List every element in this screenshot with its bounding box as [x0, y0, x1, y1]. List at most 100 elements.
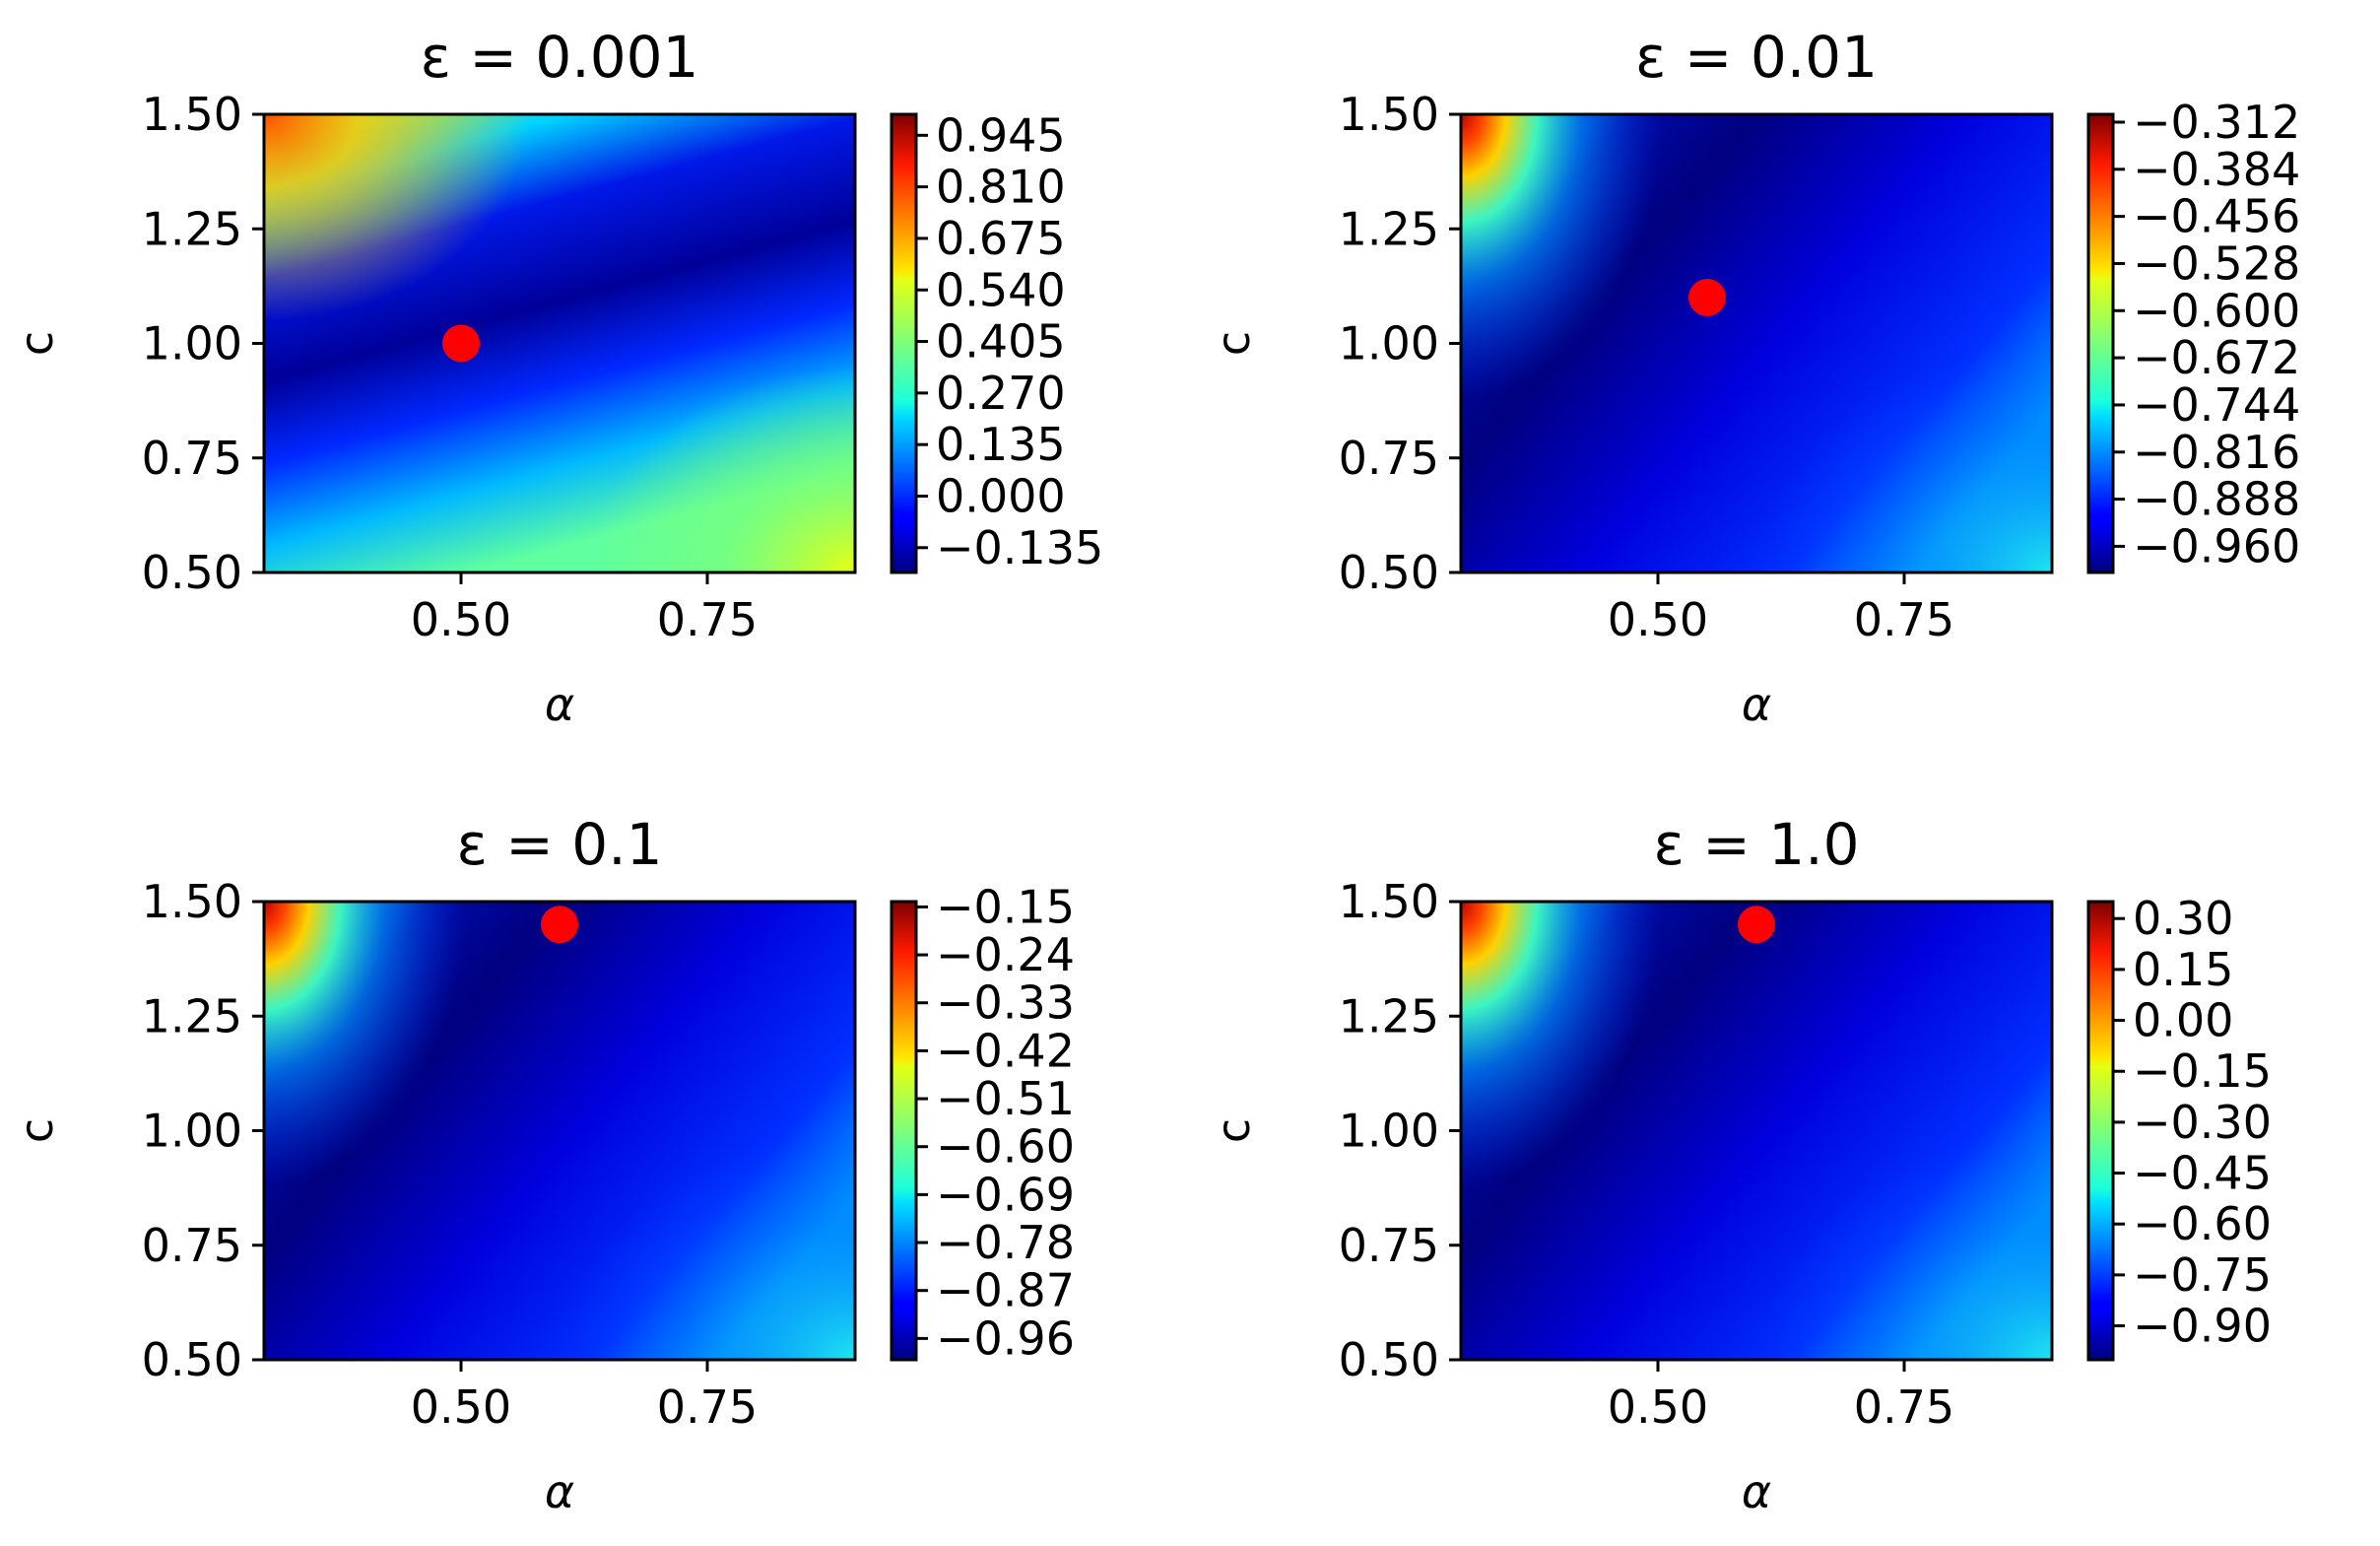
colorbar-tick-label: −0.15: [936, 880, 1075, 933]
x-tick-label: 0.50: [411, 593, 511, 646]
colorbar-frame: [2086, 112, 2115, 574]
colorbar-tick-label: −0.15: [2133, 1044, 2272, 1098]
colorbar-tick-label: −0.69: [936, 1168, 1075, 1221]
x-axis-label: α: [545, 1465, 574, 1518]
y-tick-label: 1.50: [1339, 875, 1439, 928]
y-tick-label: 0.50: [142, 546, 242, 599]
colorbar-tick-label: 0.30: [2133, 892, 2233, 945]
y-tick-label: 0.75: [142, 1219, 242, 1272]
colorbar-tick-label: −0.135: [936, 521, 1103, 574]
colorbar-gradient: [2088, 114, 2113, 572]
x-tick-label: 0.75: [1854, 1380, 1954, 1434]
x-tick-label: 0.50: [1608, 1380, 1708, 1434]
colorbar-tick-label: −0.888: [2133, 473, 2300, 526]
y-tick-label: 1.50: [1339, 88, 1439, 141]
colorbar-tick-label: −0.384: [2133, 143, 2300, 196]
heatmap-field: [1461, 114, 2052, 572]
x-tick-label: 0.50: [411, 1380, 511, 1434]
colorbar-tick-label: 0.15: [2133, 943, 2233, 996]
colorbar: −0.15−0.24−0.33−0.42−0.51−0.60−0.69−0.78…: [890, 880, 1075, 1365]
colorbar-tick-label: 0.540: [936, 263, 1066, 316]
optimum-marker: [541, 906, 578, 944]
x-axis-label: α: [545, 678, 574, 731]
heatmap-field: [264, 114, 855, 572]
colorbar-frame: [890, 900, 918, 1362]
x-tick-label: 0.75: [1854, 593, 1954, 646]
colorbar-tick-label: −0.51: [936, 1072, 1075, 1125]
y-tick-label: 1.50: [142, 875, 242, 928]
subplot-4: ε = 1.0 0.50 0.75 0.50 0.75 1.00 1.25 1.50 α c 0.3…: [1207, 811, 2272, 1518]
heatmap-field: [1461, 902, 2052, 1360]
colorbar-tick-label: −0.42: [936, 1024, 1075, 1077]
colorbar-tick-label: 0.00: [2133, 994, 2233, 1047]
x-tick-label: 0.75: [657, 593, 758, 646]
colorbar-tick-label: −0.600: [2133, 284, 2300, 337]
subplot-3: ε = 0.1 0.50 0.75 0.50 0.75 1.00 1.25 1.50 α c −0.…: [10, 811, 1075, 1518]
colorbar-tick-label: 0.675: [936, 212, 1066, 265]
heatmap-rise-bottom-right: [1461, 902, 2052, 1360]
subplot-2: ε = 0.01 0.50 0.75 0.50 0.75 1.00 1.25 1.50 α c −0…: [1207, 24, 2300, 731]
y-tick-label: 0.50: [1339, 546, 1439, 599]
colorbar: 0.9450.8100.6750.5400.4050.2700.1350.000…: [890, 108, 1103, 574]
colorbar-tick-label: −0.96: [936, 1311, 1075, 1365]
y-tick-label: 1.00: [1339, 317, 1439, 370]
colorbar-tick-label: −0.87: [936, 1264, 1075, 1317]
y-axis-label: c: [1207, 331, 1260, 356]
optimum-marker: [1688, 279, 1726, 316]
y-tick-label: 1.25: [1339, 989, 1439, 1042]
y-tick-label: 0.50: [1339, 1333, 1439, 1386]
colorbar-tick-label: −0.78: [936, 1216, 1075, 1269]
y-tick-label: 1.00: [142, 1105, 242, 1158]
y-tick-label: 0.75: [1339, 1219, 1439, 1272]
colorbar-tick-label: −0.75: [2133, 1248, 2272, 1302]
y-tick-label: 1.00: [142, 317, 242, 370]
subplot-title: ε = 1.0: [1653, 811, 1859, 878]
colorbar-tick-label: 0.810: [936, 161, 1066, 214]
colorbar-tick-label: 0.405: [936, 315, 1066, 369]
colorbar-tick-label: 0.135: [936, 418, 1066, 471]
colorbar-tick-label: 0.270: [936, 367, 1066, 420]
colorbar-tick-label: −0.24: [936, 928, 1075, 981]
x-tick-label: 0.75: [657, 1380, 758, 1434]
heatmap-rise-bottom-right: [264, 902, 855, 1360]
colorbar-frame: [890, 112, 918, 574]
y-tick-label: 0.75: [142, 432, 242, 485]
subplot-title: ε = 0.1: [456, 811, 662, 878]
colorbar-tick-label: −0.744: [2133, 378, 2300, 432]
subplot-title: ε = 0.001: [421, 24, 699, 91]
colorbar-tick-label: −0.672: [2133, 331, 2300, 384]
colorbar-gradient: [2088, 902, 2113, 1360]
heatmap-field: [264, 902, 855, 1360]
y-axis-label: c: [10, 1118, 63, 1143]
x-tick-label: 0.50: [1608, 593, 1708, 646]
optimum-marker: [1738, 906, 1775, 944]
optimum-marker: [442, 324, 480, 363]
heatmap-peak-bottom-right: [264, 114, 855, 572]
y-tick-label: 0.75: [1339, 432, 1439, 485]
colorbar-tick-label: −0.816: [2133, 426, 2300, 479]
heatmap-rise-bottom-right: [1461, 114, 2052, 572]
subplot-title: ε = 0.01: [1635, 24, 1878, 91]
y-tick-label: 1.25: [1339, 202, 1439, 255]
y-axis-label: c: [10, 331, 63, 356]
colorbar-gradient: [892, 902, 916, 1360]
colorbar-tick-label: −0.456: [2133, 190, 2300, 243]
colorbar-gradient: [892, 114, 916, 572]
colorbar-frame: [2086, 900, 2115, 1362]
colorbar-tick-label: 0.000: [936, 470, 1066, 523]
colorbar-tick-label: −0.30: [2133, 1096, 2272, 1149]
y-axis-label: c: [1207, 1118, 1260, 1143]
y-tick-label: 1.00: [1339, 1105, 1439, 1158]
y-tick-label: 1.50: [142, 88, 242, 141]
colorbar-tick-label: −0.960: [2133, 519, 2300, 572]
colorbar-tick-label: 0.945: [936, 108, 1066, 162]
y-tick-label: 0.50: [142, 1333, 242, 1386]
colorbar-tick-label: −0.312: [2133, 96, 2300, 149]
colorbar-tick-label: −0.528: [2133, 236, 2300, 290]
colorbar-tick-label: −0.45: [2133, 1147, 2272, 1200]
colorbar: 0.300.150.00−0.15−0.30−0.45−0.60−0.75−0.…: [2086, 892, 2272, 1362]
subplot-1: ε = 0.001 0.50 0.75 0.50 0.75 1.00 1.25 1.50 α c 0…: [10, 24, 1103, 731]
y-tick-label: 1.25: [142, 989, 242, 1042]
colorbar-tick-label: −0.90: [2133, 1300, 2272, 1353]
